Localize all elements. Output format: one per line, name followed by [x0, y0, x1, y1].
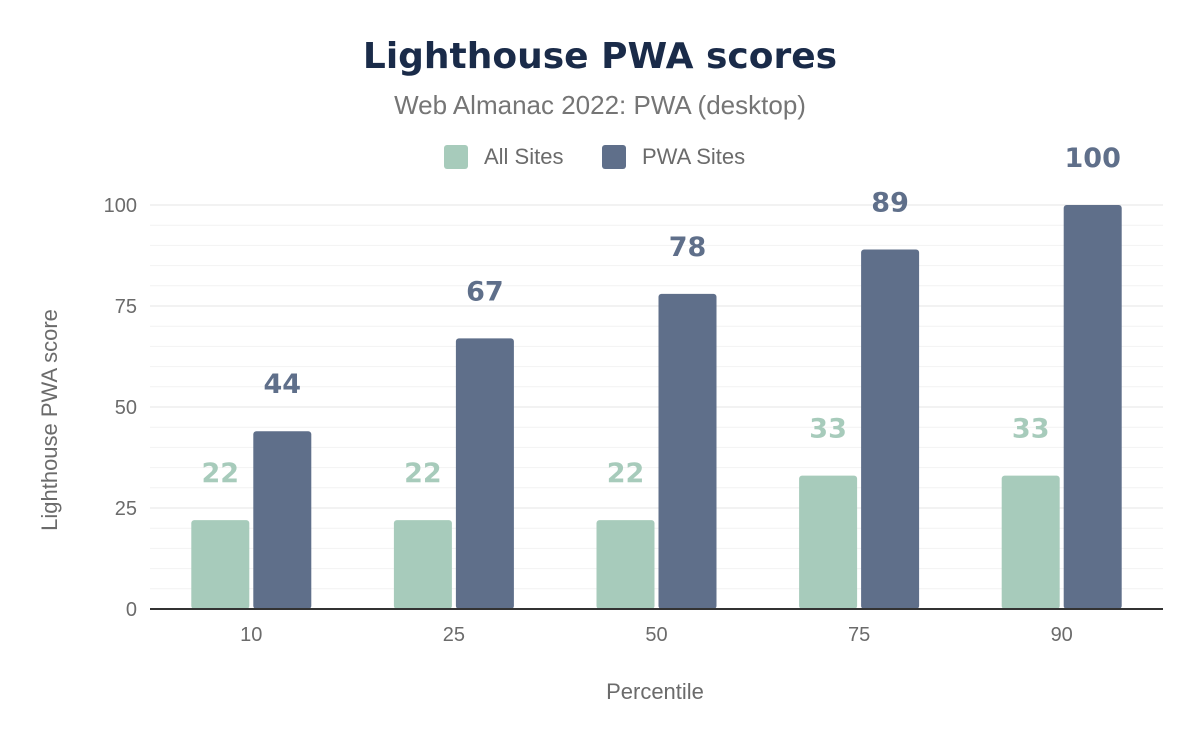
legend-swatch-pwa-sites — [602, 145, 626, 169]
x-tick-label: 10 — [240, 624, 262, 646]
y-tick-label: 25 — [115, 498, 137, 520]
x-axis-ticks: 10 25 50 75 90 — [240, 624, 1073, 646]
x-tick-label: 90 — [1051, 624, 1073, 646]
data-label-all-sites-75: 33 — [809, 414, 847, 445]
x-tick-label: 50 — [645, 624, 667, 646]
bars — [191, 205, 1122, 609]
data-label-pwa-sites-90: 100 — [1065, 143, 1121, 174]
x-tick-label: 75 — [848, 624, 870, 646]
bar-pwa-sites-50 — [658, 293, 717, 609]
chart-title: Lighthouse PWA scores — [363, 36, 837, 77]
data-label-all-sites-25: 22 — [404, 458, 442, 489]
bar-pwa-sites-10 — [253, 431, 312, 609]
bar-all-sites-90 — [1001, 475, 1060, 609]
data-label-all-sites-10: 22 — [202, 458, 240, 489]
data-label-pwa-sites-25: 67 — [466, 276, 504, 307]
data-labels: 22 44 22 67 22 78 33 89 33 100 — [202, 143, 1121, 489]
y-tick-label: 0 — [126, 599, 137, 621]
data-label-pwa-sites-10: 44 — [264, 369, 302, 400]
x-axis-title: Percentile — [606, 679, 704, 704]
y-tick-label: 75 — [115, 296, 137, 318]
bar-pwa-sites-75 — [861, 249, 920, 609]
y-tick-label: 100 — [104, 195, 137, 217]
y-tick-label: 50 — [115, 397, 137, 419]
chart-subtitle: Web Almanac 2022: PWA (desktop) — [394, 90, 806, 120]
bar-all-sites-75 — [799, 475, 858, 609]
data-label-all-sites-90: 33 — [1012, 414, 1050, 445]
bar-all-sites-50 — [596, 520, 655, 609]
legend: All Sites PWA Sites — [444, 144, 745, 169]
data-label-pwa-sites-50: 78 — [669, 232, 707, 263]
data-label-all-sites-50: 22 — [607, 458, 645, 489]
legend-label-all-sites: All Sites — [484, 144, 563, 169]
bar-pwa-sites-90 — [1063, 205, 1122, 609]
gridlines — [150, 204, 1163, 590]
bar-all-sites-10 — [191, 520, 250, 609]
legend-label-pwa-sites: PWA Sites — [642, 144, 745, 169]
y-axis-ticks: 0 25 50 75 100 — [104, 195, 137, 621]
x-tick-label: 25 — [443, 624, 465, 646]
bar-all-sites-25 — [393, 520, 452, 609]
data-label-pwa-sites-75: 89 — [871, 187, 909, 218]
legend-swatch-all-sites — [444, 145, 468, 169]
y-axis-title: Lighthouse PWA score — [37, 309, 62, 531]
bar-pwa-sites-25 — [455, 338, 514, 609]
